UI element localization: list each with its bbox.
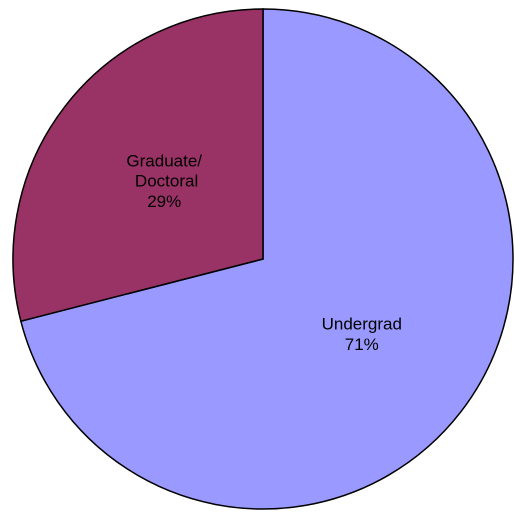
slice-value-label: 71%	[345, 335, 379, 354]
slice-label: Graduate/ Doctoral	[126, 152, 202, 191]
slice-value-label: 29%	[147, 192, 181, 211]
pie-slice	[19, 8, 514, 510]
slice-label: Undergrad	[322, 315, 402, 334]
pie-slice	[12, 8, 264, 323]
